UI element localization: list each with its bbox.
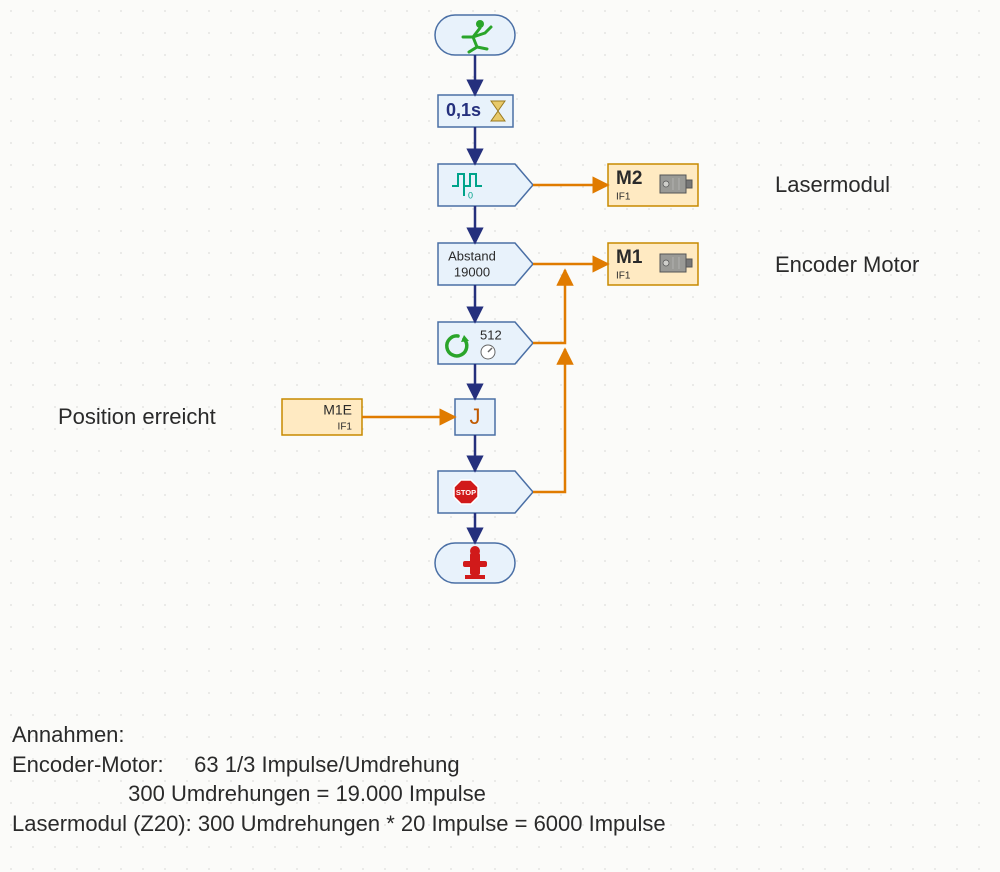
svg-text:19000: 19000 [454,264,490,279]
svg-text:0,1s: 0,1s [446,100,481,120]
svg-text:IF1: IF1 [338,422,353,433]
svg-text:M1: M1 [616,247,643,268]
assumptions-text: Annahmen: Encoder-Motor: 63 1/3 Impulse/… [12,720,666,839]
label-lasermodul: Lasermodul [775,172,890,198]
svg-text:Abstand: Abstand [448,248,496,263]
svg-text:STOP: STOP [456,488,476,497]
svg-text:M1E: M1E [323,402,352,418]
label-position-erreicht: Position erreicht [58,404,216,430]
svg-text:IF1: IF1 [616,192,631,203]
svg-text:M2: M2 [616,168,642,189]
label-encoder-motor: Encoder Motor [775,252,919,278]
svg-text:IF1: IF1 [616,271,631,282]
svg-text:512: 512 [480,327,502,342]
svg-text:J: J [470,404,481,429]
svg-text:0: 0 [468,190,473,200]
